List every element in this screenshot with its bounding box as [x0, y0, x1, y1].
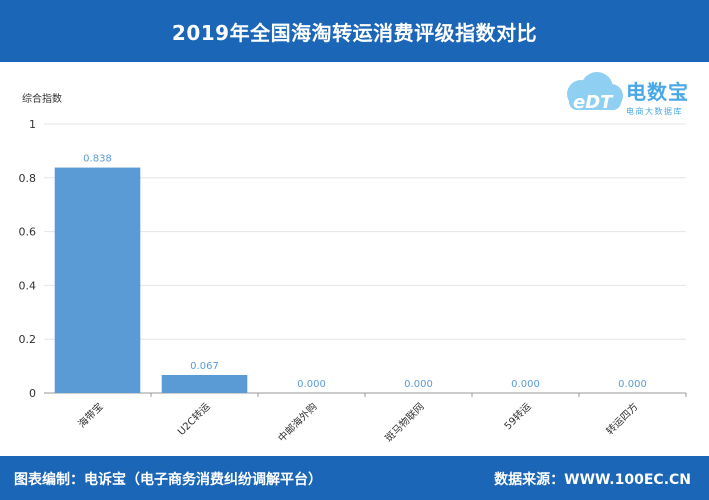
bar [54, 167, 141, 393]
data-label: 0.000 [618, 379, 647, 390]
data-label: 0.000 [511, 379, 540, 390]
y-axis-label: 综合指数 [22, 94, 62, 105]
data-label: 0.000 [404, 379, 433, 390]
chart-title: 2019年全国海淘转运消费评级指数对比 [171, 20, 538, 45]
y-tick-label: 1 [29, 118, 36, 131]
logo-name: 电数宝 [626, 80, 689, 104]
footer-credit: 图表编制：电诉宝（电子商务消费纠纷调解平台） [14, 472, 322, 488]
x-tick-label: 海带宝 [75, 400, 105, 430]
y-tick-label: 0.8 [19, 172, 37, 185]
svg-text:eDT: eDT [573, 92, 614, 113]
logo-subtitle: 电商大数据库 [626, 107, 683, 116]
data-label: 0.838 [83, 154, 112, 165]
bar [161, 374, 248, 393]
y-tick-label: 0 [29, 387, 36, 400]
data-label: 0.067 [190, 361, 219, 372]
x-tick-label: 59转运 [501, 400, 533, 432]
x-tick-label: 斑马物联网 [382, 400, 427, 445]
x-tick-label: U2C转运 [175, 400, 213, 438]
x-tick-label: 中邮海外购 [275, 400, 320, 445]
bar-chart: 0 0.2 0.4 0.6 0.8 1 0.838 海带宝 0.067 U2C转运 0.000 中邮海… [19, 118, 687, 445]
cloud-logo-icon: eDT [567, 72, 623, 113]
y-tick-label: 0.6 [19, 226, 37, 239]
y-tick-label: 0.2 [19, 333, 37, 346]
footer-source: 数据来源：WWW.100EC.CN [494, 472, 691, 488]
data-label: 0.000 [297, 379, 326, 390]
chart-title-bar: 2019年全国海淘转运消费评级指数对比 [0, 0, 709, 62]
x-tick-label: 转运四方 [603, 400, 640, 437]
footer-bar: 图表编制：电诉宝（电子商务消费纠纷调解平台） 数据来源：WWW.100EC.CN [0, 456, 709, 500]
y-tick-label: 0.4 [19, 279, 37, 292]
